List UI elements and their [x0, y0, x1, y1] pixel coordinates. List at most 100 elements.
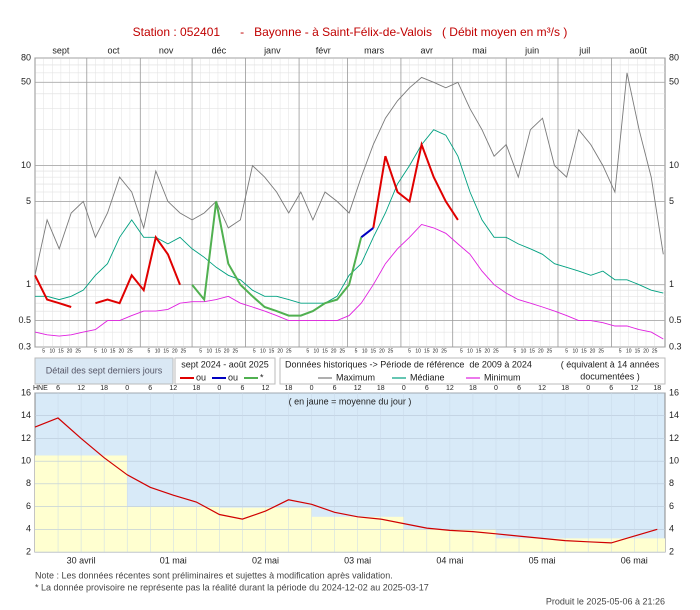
y-tick-label-right: 10 — [669, 456, 679, 466]
day-tick-label: 15 — [110, 348, 116, 354]
day-tick-label: 15 — [635, 348, 641, 354]
day-tick-label: 15 — [163, 348, 169, 354]
day-tick-label: 20 — [172, 348, 178, 354]
month-label: janv — [263, 45, 281, 55]
y-tick-label: 0.5 — [18, 315, 31, 325]
day-tick-label: 15 — [476, 348, 482, 354]
legend-title: sept 2024 - août 2025 — [181, 359, 269, 369]
y-tick-label: 80 — [21, 52, 31, 62]
day-tick-label: 25 — [388, 348, 394, 354]
day-tick-label: 10 — [521, 348, 527, 354]
hour-tick-label: 12 — [630, 385, 638, 392]
day-tick-label: 5 — [355, 348, 358, 354]
reference-note: ( équivalent à 14 années — [561, 359, 660, 369]
day-tick-label: 10 — [49, 348, 55, 354]
month-label: nov — [159, 45, 174, 55]
hour-tick-label: 18 — [469, 385, 477, 392]
history-line — [35, 129, 664, 304]
day-tick-label: 15 — [322, 348, 328, 354]
x-tick-label: 06 mai — [621, 555, 648, 565]
month-label: avr — [421, 45, 434, 55]
day-tick-label: 20 — [224, 348, 230, 354]
day-tick-label: 20 — [484, 348, 490, 354]
day-tick-label: 20 — [590, 348, 596, 354]
legend-label: ou — [228, 372, 238, 382]
day-tick-label: 10 — [101, 348, 107, 354]
day-tick-label: 25 — [339, 348, 345, 354]
legend-box — [174, 357, 276, 385]
day-tick-label: 15 — [371, 348, 377, 354]
day-tick-label: 20 — [643, 348, 649, 354]
day-tick-label: 20 — [119, 348, 125, 354]
current-line — [360, 227, 374, 239]
y-tick-label-right: 80 — [669, 52, 679, 62]
day-tick-label: 5 — [513, 348, 516, 354]
y-tick-label-right: 5 — [669, 196, 674, 206]
y-tick-label: 14 — [21, 410, 31, 420]
hour-tick-label: 12 — [446, 385, 454, 392]
y-tick-label-right: 2 — [669, 546, 674, 556]
day-tick-label: 20 — [277, 348, 283, 354]
hour-tick-label: 12 — [354, 385, 362, 392]
hour-tick-label: 18 — [192, 385, 200, 392]
day-tick-label: 20 — [67, 348, 73, 354]
history-line — [34, 223, 664, 340]
x-tick-label: 30 avril — [67, 555, 96, 565]
day-tick-label: 5 — [199, 348, 202, 354]
y-tick-label: 5 — [26, 196, 31, 206]
month-label: juin — [524, 45, 539, 55]
note: * La donnée provisoire ne représente pas… — [35, 582, 429, 592]
hour-tick-label: 6 — [609, 385, 613, 392]
y-tick-label-right: 0.5 — [669, 315, 682, 325]
legend-label: Minimum — [484, 372, 521, 382]
reference-title: Données historiques -> Période de référe… — [285, 359, 532, 369]
day-tick-label: 15 — [269, 348, 275, 354]
y-tick-label: 4 — [26, 524, 31, 534]
y-tick-label-right: 14 — [669, 410, 679, 420]
detail-title: Détail des sept derniers jours — [46, 365, 163, 375]
x-tick-label: 01 mai — [160, 555, 187, 565]
hour-tick-label: 18 — [653, 385, 661, 392]
hour-tick-label: 6 — [148, 385, 152, 392]
legend-label: Maximum — [336, 372, 375, 382]
day-tick-label: 15 — [215, 348, 221, 354]
day-tick-label: 5 — [306, 348, 309, 354]
month-label: déc — [212, 45, 227, 55]
y-tick-label: 6 — [26, 501, 31, 511]
month-label: févr — [316, 45, 331, 55]
day-tick-label: 25 — [75, 348, 81, 354]
x-tick-label: 03 mai — [344, 555, 371, 565]
y-tick-label-right: 8 — [669, 478, 674, 488]
note: Note : Les données récentes sont prélimi… — [35, 570, 393, 580]
y-tick-label: 16 — [21, 387, 31, 397]
hour-tick-label: 12 — [169, 385, 177, 392]
y-tick-label: 2 — [26, 546, 31, 556]
current-line — [191, 201, 363, 317]
day-tick-label: 25 — [286, 348, 292, 354]
y-tick-label: 0.3 — [18, 341, 31, 351]
hour-tick-label: 6 — [517, 385, 521, 392]
detail-box — [34, 357, 174, 385]
day-tick-label: 5 — [460, 348, 463, 354]
legend-label: Médiane — [410, 372, 445, 382]
y-tick-label-right: 0.3 — [669, 341, 682, 351]
annotation: ( en jaune = moyenne du jour ) — [289, 396, 412, 406]
day-tick-label: 15 — [58, 348, 64, 354]
day-tick-label: 25 — [181, 348, 187, 354]
y-tick-label: 10 — [21, 160, 31, 170]
hourly-line — [34, 417, 658, 544]
y-tick-label-right: 6 — [669, 501, 674, 511]
day-tick-label: 25 — [598, 348, 604, 354]
hour-tick-label: 0 — [586, 385, 590, 392]
hour-tick-label: 0 — [402, 385, 406, 392]
day-tick-label: 10 — [362, 348, 368, 354]
plot-area — [34, 57, 666, 348]
month-label: sept — [52, 45, 70, 55]
reference-box — [279, 357, 666, 385]
day-tick-label: 10 — [467, 348, 473, 354]
day-tick-label: 5 — [148, 348, 151, 354]
y-tick-label: 1 — [26, 279, 31, 289]
day-tick-label: 10 — [207, 348, 213, 354]
hour-tick-label: 6 — [240, 385, 244, 392]
